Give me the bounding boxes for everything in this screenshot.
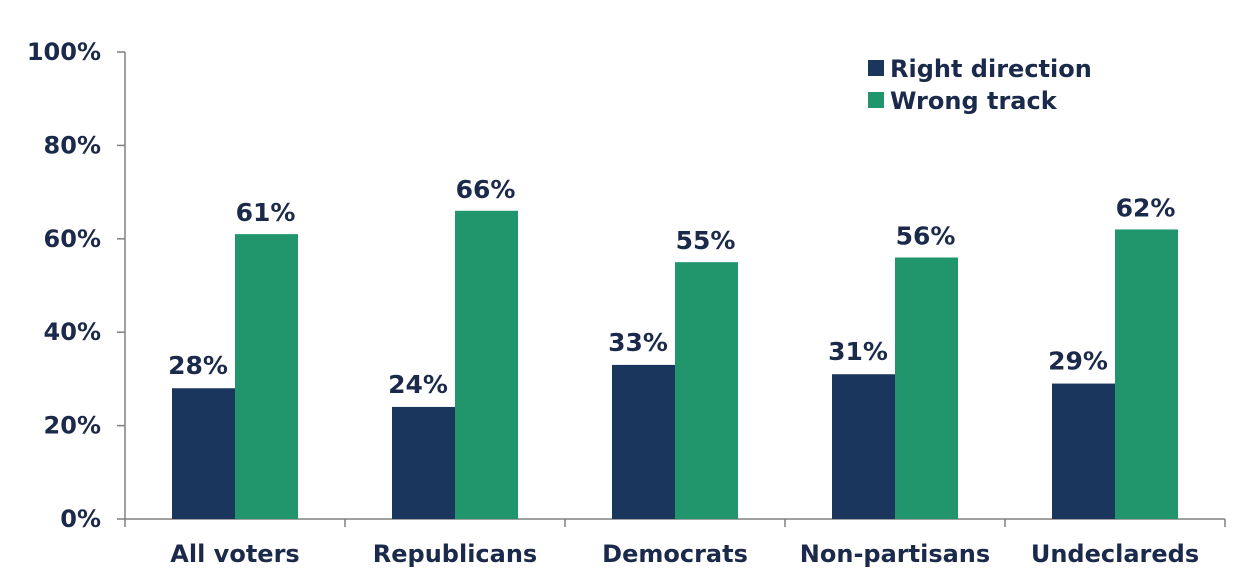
y-tick-label: 80% [44, 131, 101, 159]
x-category-label: Republicans [373, 540, 537, 568]
data-label: 62% [1116, 193, 1176, 222]
legend-label: Wrong track [890, 87, 1058, 115]
data-label: 66% [456, 175, 516, 204]
bar-right-direction [832, 374, 895, 519]
data-labels: 28% 61% 24% 66% 33% 55% 31% 56% 29% 62% [168, 175, 1175, 399]
data-label: 24% [388, 370, 448, 399]
bar-right-direction [612, 364, 675, 519]
legend-swatch [868, 60, 884, 76]
bar-wrong-track [675, 262, 738, 519]
legend-label: Right direction [890, 55, 1092, 83]
x-category-label: Democrats [602, 540, 748, 568]
bars [172, 210, 1178, 519]
x-category-label: All voters [170, 540, 299, 568]
x-axis: All voters Republicans Democrats Non-partis… [124, 518, 1226, 568]
y-tick-label: 0% [60, 505, 101, 533]
y-tick-label: 20% [44, 412, 101, 440]
bar-wrong-track [1115, 229, 1178, 519]
x-category-label: Undeclareds [1031, 540, 1199, 568]
legend-swatch [868, 92, 884, 108]
legend: Right direction Wrong track [868, 55, 1092, 115]
y-axis: 0% 20% 40% 60% 80% 100% [27, 38, 126, 533]
bar-right-direction [392, 406, 455, 519]
data-label: 55% [676, 226, 736, 255]
bar-wrong-track [455, 210, 518, 519]
bar-right-direction [1052, 383, 1115, 519]
data-label: 33% [608, 328, 668, 357]
y-tick-label: 60% [44, 225, 101, 253]
bar-wrong-track [235, 234, 298, 519]
x-category-label: Non-partisans [800, 540, 990, 568]
data-label: 29% [1048, 347, 1108, 376]
y-tick-label: 100% [27, 38, 101, 66]
data-label: 31% [828, 337, 888, 366]
data-label: 56% [896, 221, 956, 250]
bar-wrong-track [895, 257, 958, 519]
y-tick-label: 40% [44, 318, 101, 346]
data-label: 61% [236, 198, 296, 227]
bar-right-direction [172, 388, 235, 519]
data-label: 28% [168, 351, 228, 380]
